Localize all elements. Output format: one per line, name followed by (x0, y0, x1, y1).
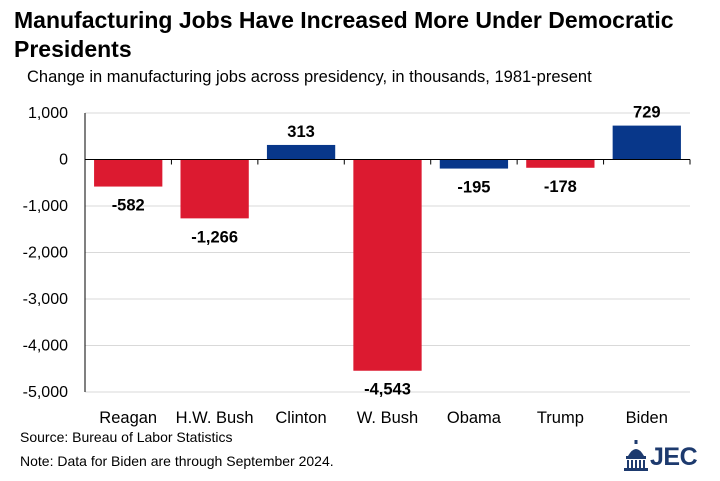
bar-clinton (266, 144, 336, 160)
y-tick-label: -3,000 (23, 291, 68, 308)
x-category-label: Obama (447, 409, 502, 427)
capitol-dome-icon (624, 440, 648, 471)
bar-obama (439, 159, 509, 169)
chart-subtitle: Change in manufacturing jobs across pres… (27, 68, 592, 86)
y-tick-label: 0 (59, 152, 68, 169)
x-category-label: Biden (626, 409, 668, 427)
data-note: Note: Data for Biden are through Septemb… (20, 453, 334, 469)
bar-w-bush (353, 159, 422, 371)
bar-h-w-bush (180, 159, 249, 219)
bar-trump (526, 159, 595, 168)
data-label: 313 (287, 123, 315, 141)
data-label: -4,543 (364, 381, 411, 399)
logo-text: JEC (650, 443, 698, 471)
x-category-label: Trump (537, 409, 584, 427)
data-label: -582 (112, 197, 145, 215)
data-label: 729 (633, 104, 661, 122)
x-category-label: Reagan (99, 409, 157, 427)
bar-biden (612, 125, 681, 160)
y-tick-label: -2,000 (23, 245, 68, 262)
data-label: -195 (457, 179, 490, 197)
x-category-label: H.W. Bush (176, 409, 254, 427)
bar-reagan (94, 159, 163, 187)
jec-logo: JEC (622, 438, 716, 476)
y-tick-label: -4,000 (23, 338, 68, 355)
y-tick-label: -5,000 (23, 384, 68, 401)
data-label: -178 (544, 178, 577, 196)
data-label: -1,266 (191, 228, 238, 246)
x-category-label: W. Bush (357, 409, 418, 427)
x-category-label: Clinton (275, 409, 326, 427)
y-tick-label: -1,000 (23, 198, 68, 215)
chart-title: Manufacturing Jobs Have Increased More U… (14, 7, 674, 62)
y-tick-label: 1,000 (28, 105, 68, 122)
source-note: Source: Bureau of Labor Statistics (20, 429, 233, 445)
